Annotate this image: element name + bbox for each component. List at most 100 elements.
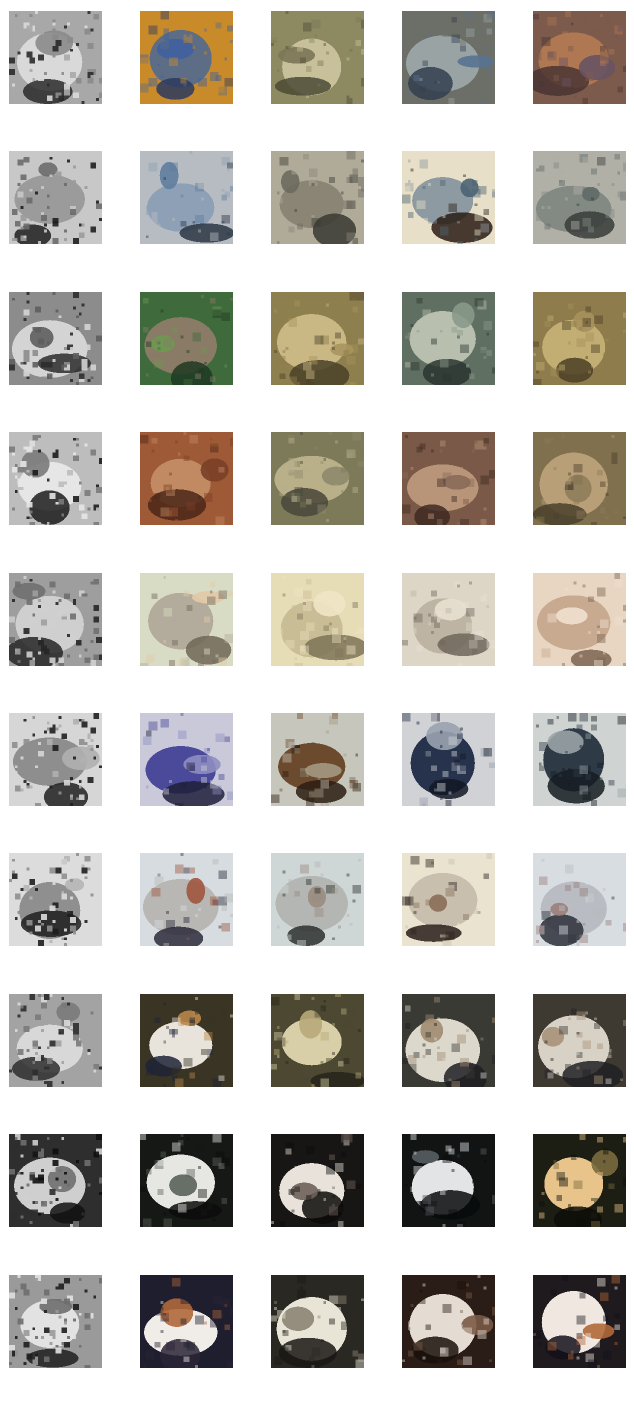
frog-recolor-a-thumbnail [271, 432, 364, 525]
cat-recolor-b-thumbnail [402, 11, 495, 104]
cat-original-thumbnail [140, 573, 233, 666]
sample-row-1 [0, 11, 634, 105]
thumbnail-image [402, 151, 495, 244]
truck-recolor-b-thumbnail [402, 853, 495, 946]
frog-recolor-c-thumbnail [533, 292, 626, 385]
thumbnail-image [271, 151, 364, 244]
thumbnail-image [9, 573, 102, 666]
thumbnail-image [140, 432, 233, 525]
thumbnail-image [271, 573, 364, 666]
puppy-grayscale-input-thumbnail [9, 1275, 102, 1368]
thumbnail-image [402, 994, 495, 1087]
thumbnail-image [402, 1275, 495, 1368]
thumbnail-image [9, 713, 102, 806]
sample-row-10 [0, 1275, 634, 1369]
thumbnail-image [533, 713, 626, 806]
frog-recolor-c-thumbnail [533, 432, 626, 525]
thumbnail-image [402, 853, 495, 946]
thumbnail-image [140, 151, 233, 244]
thumbnail-image [271, 853, 364, 946]
cat-recolor-c-thumbnail [533, 573, 626, 666]
puppy-recolor-a-thumbnail [271, 1275, 364, 1368]
thumbnail-image [140, 292, 233, 385]
thumbnail-image [140, 1134, 233, 1227]
sample-row-7 [0, 853, 634, 947]
dog-original-thumbnail [140, 994, 233, 1087]
cat-recolor-b-thumbnail [402, 573, 495, 666]
thumbnail-image [271, 1134, 364, 1227]
car-grayscale-input-thumbnail [9, 713, 102, 806]
thumbnail-image [533, 11, 626, 104]
thumbnail-image [140, 573, 233, 666]
dog-recolor-b-thumbnail [402, 994, 495, 1087]
truck-original-thumbnail [140, 853, 233, 946]
boat-recolor-b-thumbnail [402, 151, 495, 244]
thumbnail-image [9, 432, 102, 525]
car-recolor-a-thumbnail [271, 713, 364, 806]
puppy-recolor-b-thumbnail [402, 1275, 495, 1368]
thumbnail-image [140, 1275, 233, 1368]
thumbnail-image [271, 994, 364, 1087]
thumbnail-image [140, 994, 233, 1087]
thumbnail-image [271, 432, 364, 525]
sample-row-5 [0, 573, 634, 667]
thumbnail-image [402, 11, 495, 104]
sample-row-6 [0, 713, 634, 807]
frog-grayscale-input-thumbnail [9, 292, 102, 385]
puppy-recolor-c-thumbnail [533, 1275, 626, 1368]
cat-grayscale-input-thumbnail [9, 11, 102, 104]
thumbnail-image [9, 1134, 102, 1227]
thumbnail-image [271, 713, 364, 806]
sample-row-9 [0, 1134, 634, 1228]
thumbnail-image [402, 573, 495, 666]
truck-recolor-c-thumbnail [533, 853, 626, 946]
sample-row-8 [0, 994, 634, 1088]
thumbnail-image [533, 151, 626, 244]
thumbnail-image [533, 292, 626, 385]
car-recolor-b-thumbnail [402, 713, 495, 806]
cat-recolor-c-thumbnail [533, 11, 626, 104]
thumbnail-image [533, 994, 626, 1087]
sample-row-4 [0, 432, 634, 526]
thumbnail-image [271, 292, 364, 385]
thumbnail-image [271, 11, 364, 104]
sample-row-2 [0, 151, 634, 245]
boat-grayscale-input-thumbnail [9, 151, 102, 244]
cat-original-thumbnail [140, 11, 233, 104]
frog-grayscale-input-thumbnail [9, 432, 102, 525]
thumbnail-image [402, 1134, 495, 1227]
thumbnail-image [402, 432, 495, 525]
thumbnail-image [271, 1275, 364, 1368]
thumbnail-image [533, 432, 626, 525]
thumbnail-image [402, 713, 495, 806]
truck-recolor-a-thumbnail [271, 853, 364, 946]
cat-grayscale-input-thumbnail [9, 573, 102, 666]
horse-recolor-a-thumbnail [271, 1134, 364, 1227]
boat-original-thumbnail [140, 151, 233, 244]
horse-grayscale-input-thumbnail [9, 1134, 102, 1227]
frog-recolor-a-thumbnail [271, 292, 364, 385]
thumbnail-image [9, 292, 102, 385]
sample-row-3 [0, 292, 634, 386]
car-recolor-c-thumbnail [533, 713, 626, 806]
thumbnail-image [9, 853, 102, 946]
cat-recolor-a-thumbnail [271, 573, 364, 666]
thumbnail-image [533, 1275, 626, 1368]
thumbnail-image [140, 853, 233, 946]
thumbnail-image [9, 151, 102, 244]
frog-recolor-b-thumbnail [402, 292, 495, 385]
boat-recolor-c-thumbnail [533, 151, 626, 244]
thumbnail-image [9, 1275, 102, 1368]
thumbnail-image [9, 11, 102, 104]
truck-grayscale-input-thumbnail [9, 853, 102, 946]
thumbnail-image [140, 713, 233, 806]
thumbnail-image [140, 11, 233, 104]
puppy-original-thumbnail [140, 1275, 233, 1368]
thumbnail-image [9, 994, 102, 1087]
frog-recolor-b-thumbnail [402, 432, 495, 525]
thumbnail-image [402, 292, 495, 385]
horse-original-thumbnail [140, 1134, 233, 1227]
thumbnail-image [533, 1134, 626, 1227]
dog-recolor-c-thumbnail [533, 994, 626, 1087]
